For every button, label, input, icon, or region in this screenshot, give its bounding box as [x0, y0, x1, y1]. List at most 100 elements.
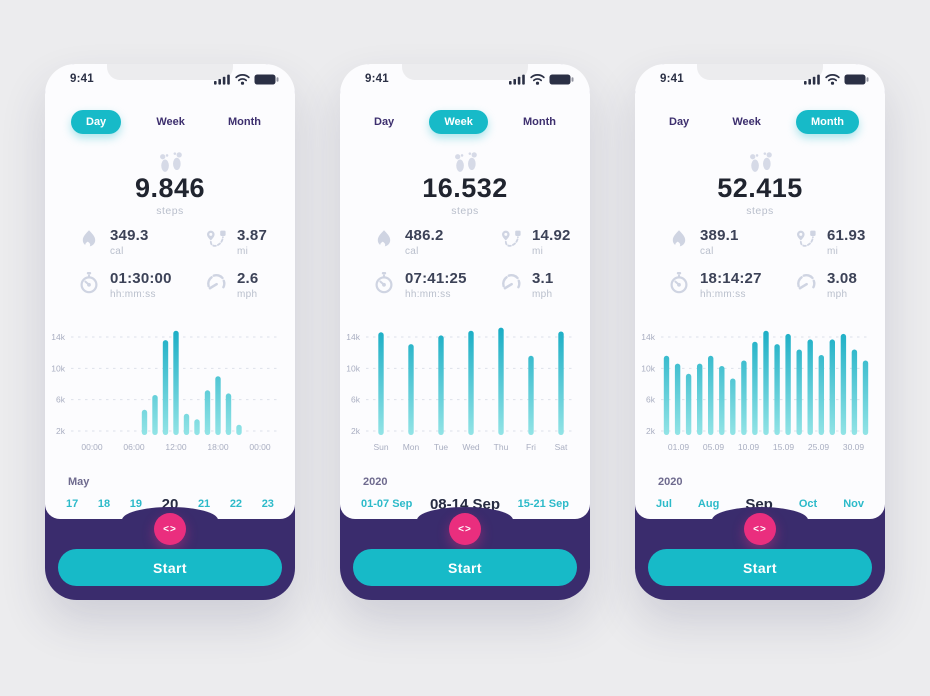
stat-item: 61.93 mi	[794, 227, 877, 257]
speedometer-icon	[499, 271, 523, 300]
stat-unit: hh:mm:ss	[700, 289, 746, 300]
selector-option[interactable]: 15-21 Sep	[517, 498, 569, 510]
prev-next-button[interactable]: <>	[154, 513, 186, 545]
stat-item: 3.08 mph	[794, 270, 877, 300]
svg-text:18:00: 18:00	[207, 442, 229, 452]
chart-bar	[851, 349, 858, 435]
selector-option[interactable]: Nov	[843, 498, 864, 510]
stat-value: 3.1	[532, 270, 554, 287]
start-button[interactable]: Start	[648, 549, 872, 586]
selector-option[interactable]: 17	[66, 498, 79, 510]
chart-bar	[674, 363, 681, 435]
svg-text:00:00: 00:00	[81, 442, 103, 452]
chart-bar	[719, 366, 725, 435]
start-button[interactable]: Start	[353, 549, 577, 586]
prev-next-button[interactable]: <>	[449, 513, 481, 545]
stat-item: 349.3 cal	[77, 227, 204, 257]
svg-text:14k: 14k	[641, 332, 655, 342]
tab-week[interactable]: Week	[732, 116, 761, 128]
tab-day[interactable]: Day	[71, 110, 122, 134]
chevrons-icon: <>	[163, 523, 177, 535]
stat-item: 389.1 cal	[667, 227, 794, 257]
stat-unit: mph	[532, 289, 553, 300]
chart-bar	[741, 360, 747, 435]
tab-month[interactable]: Month	[228, 116, 261, 128]
chart-bar	[236, 424, 242, 435]
chart-bar	[785, 333, 791, 435]
chart-bar	[685, 373, 692, 435]
steps-bar-chart: 2k 6k 10k 14k 01.09 05.09 10.09 15.09 25.09 30.09	[641, 330, 871, 452]
chart-bar	[708, 355, 714, 435]
selector-option[interactable]: Oct	[798, 498, 818, 510]
tab-week[interactable]: Week	[156, 116, 185, 128]
svg-text:Thu: Thu	[494, 442, 509, 452]
flame-icon	[667, 228, 691, 257]
chart-bar	[558, 331, 564, 435]
svg-text:Tue: Tue	[434, 442, 449, 452]
status-time: 9:41	[660, 73, 684, 85]
svg-text:Wed: Wed	[462, 442, 480, 452]
stat-value: 14.92	[532, 227, 571, 244]
phone-notch	[697, 64, 823, 80]
route-icon	[499, 228, 523, 257]
chart-bar	[763, 330, 769, 435]
chart-bar	[194, 419, 200, 436]
tab-day[interactable]: Day	[669, 116, 690, 128]
svg-text:05.09: 05.09	[703, 442, 725, 452]
stopwatch-icon	[667, 271, 691, 300]
wifi-icon	[825, 73, 840, 85]
stat-value: 18:14:27	[700, 270, 762, 287]
stat-unit: hh:mm:ss	[110, 289, 156, 300]
chart-bar	[204, 390, 211, 435]
chart-bar	[162, 340, 169, 435]
signal-icon	[214, 74, 230, 85]
steps-value: 16.532	[422, 173, 508, 203]
svg-text:30.09: 30.09	[843, 442, 865, 452]
selector-option[interactable]: 21	[197, 498, 211, 510]
prev-next-button[interactable]: <>	[744, 513, 776, 545]
steps-bar-chart: 2k 6k 10k 14k Sun Mon Tue Wed Thu Fri Sat	[346, 327, 576, 452]
chart-bar	[774, 344, 780, 435]
svg-text:15.09: 15.09	[773, 442, 795, 452]
stat-item: 01:30:00 hh:mm:ss	[77, 270, 204, 300]
tab-month[interactable]: Month	[523, 116, 556, 128]
svg-text:Mon: Mon	[403, 442, 420, 452]
svg-text:01.09: 01.09	[668, 442, 690, 452]
period-label: May	[68, 476, 90, 488]
tab-day[interactable]: Day	[374, 116, 395, 128]
svg-text:2k: 2k	[646, 426, 656, 436]
start-button[interactable]: Start	[58, 549, 282, 586]
stat-item: 14.92 mi	[499, 227, 582, 257]
phone-mockup-day: 9:41 Day Week Month 9.846 steps 349.3 cal 3.…	[45, 64, 295, 600]
chart-bar	[378, 332, 384, 435]
stats-grid: 349.3 cal 3.87 mi 01:30:00 hh:mm:ss 2.6 mph	[77, 227, 287, 300]
selector-option[interactable]: 18	[97, 498, 111, 510]
chart-bar	[663, 355, 670, 435]
selector-option[interactable]: 19	[129, 498, 142, 510]
phone-mockup-week: 9:41 Day Week Month 16.532 steps 486.2 cal 1…	[340, 64, 590, 600]
stat-item: 07:41:25 hh:mm:ss	[372, 270, 499, 300]
stat-unit: mph	[827, 289, 848, 300]
chart-bar	[438, 335, 444, 435]
chart-bar	[818, 355, 824, 435]
phone-mockup-month: 9:41 Day Week Month 52.415 steps 389.1 cal 6…	[635, 64, 885, 600]
battery-icon	[254, 74, 279, 84]
selector-option[interactable]: 22	[229, 498, 243, 510]
period-tabs: Day Week Month	[366, 110, 564, 134]
selector-option[interactable]: 01-07 Sep	[361, 498, 413, 510]
steps-label: steps	[156, 205, 184, 217]
chart-bar	[730, 378, 736, 435]
svg-text:10k: 10k	[51, 363, 65, 373]
stat-unit: mi	[237, 246, 249, 257]
selector-option[interactable]: Aug	[697, 498, 720, 510]
date-selector: Jul Aug Sep Oct Nov	[635, 492, 885, 516]
svg-text:2k: 2k	[56, 426, 66, 436]
stat-item: 3.1 mph	[499, 270, 582, 300]
battery-icon	[844, 74, 869, 84]
flame-icon	[372, 228, 396, 257]
tab-week[interactable]: Week	[429, 110, 488, 134]
selector-option[interactable]: 23	[261, 498, 274, 510]
selector-option[interactable]: Jul	[656, 498, 672, 510]
tab-month[interactable]: Month	[796, 110, 859, 134]
